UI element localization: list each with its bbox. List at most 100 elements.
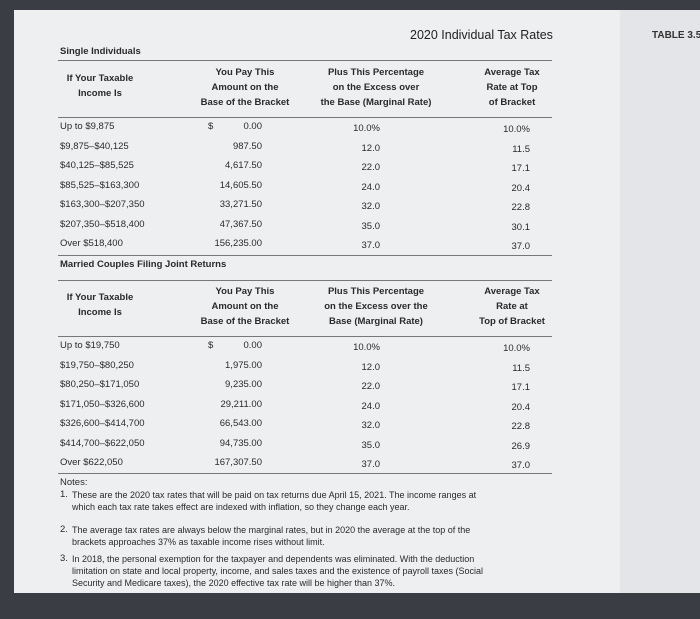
income-range: Up to $19,750	[60, 340, 120, 351]
marginal-rate: 37.0	[361, 459, 381, 470]
column-header: Base (Marginal Rate)	[329, 316, 423, 327]
column-header: on the Excess over	[332, 82, 420, 93]
average-rate: 11.5	[512, 143, 530, 155]
base-amount: 94,735.00	[219, 437, 262, 449]
column-header: If Your Taxable	[66, 73, 134, 84]
marginal-rate: 22.0	[361, 162, 381, 173]
column-header: Rate at Top	[486, 82, 538, 93]
marginal-rate: 37.0	[361, 240, 381, 251]
base-amount: 0.00	[243, 340, 263, 351]
section-title: Single Individuals	[60, 46, 141, 57]
income-range: $80,250–$171,050	[60, 379, 140, 390]
paper	[14, 10, 654, 593]
average-rate: 17.1	[511, 163, 531, 174]
income-range: $85,525–$163,300	[60, 179, 140, 191]
base-amount: 14,605.50	[219, 179, 262, 191]
currency-sign: $	[208, 340, 214, 351]
average-rate: 17.1	[511, 382, 531, 393]
rule	[58, 255, 552, 256]
base-amount: 47,367.50	[219, 218, 262, 230]
income-range: $414,700–$622,050	[60, 437, 145, 449]
marginal-rate: 10.0%	[353, 123, 380, 134]
rule	[58, 117, 552, 118]
income-range: $163,300–$207,350	[60, 199, 145, 210]
income-range: Over $622,050	[60, 457, 123, 468]
column-header: Amount on the	[211, 82, 279, 93]
marginal-rate: 12.0	[361, 361, 381, 373]
base-amount: 33,271.50	[219, 199, 262, 210]
rule	[58, 60, 552, 61]
rule	[58, 473, 552, 474]
marginal-rate: 10.0%	[353, 342, 380, 353]
rule	[58, 280, 552, 281]
rule	[58, 336, 552, 337]
notes-label: Notes:	[60, 477, 88, 488]
marginal-rate: 24.0	[361, 181, 381, 193]
income-range: $9,875–$40,125	[60, 140, 129, 152]
average-rate: 10.0%	[503, 343, 530, 354]
marginal-rate: 24.0	[361, 400, 381, 412]
marginal-rate: 32.0	[361, 201, 381, 212]
note-text: limitation on state and local property, …	[72, 566, 484, 576]
base-amount: 167,307.50	[214, 457, 262, 468]
base-amount: 0.00	[243, 121, 263, 132]
income-range: $326,600–$414,700	[60, 418, 145, 429]
average-rate: 10.0%	[503, 124, 530, 135]
base-amount: 987.50	[232, 140, 262, 152]
average-rate: 22.8	[511, 421, 531, 432]
marginal-rate: 35.0	[361, 439, 381, 451]
average-rate: 11.5	[512, 362, 530, 374]
column-header: Income Is	[78, 88, 122, 99]
average-rate: 20.4	[511, 401, 531, 413]
marginal-rate: 12.0	[361, 142, 381, 154]
base-amount: 1,975.00	[225, 359, 262, 371]
column-header: of Bracket	[488, 97, 536, 108]
note-text: The average tax rates are always below t…	[72, 525, 471, 535]
income-range: $40,125–$85,525	[60, 160, 134, 171]
note-text: which each tax rate takes effect are ind…	[72, 502, 410, 512]
note-number: 2.	[60, 524, 68, 535]
income-range: $19,750–$80,250	[60, 359, 134, 371]
average-rate: 20.4	[511, 182, 531, 194]
note-text: Security and Medicare taxes), the 2020 e…	[72, 578, 396, 588]
average-rate: 30.1	[511, 221, 531, 233]
column-header: Plus This Percentage	[327, 67, 425, 78]
note-text: In 2018, the personal exemption for the …	[72, 554, 475, 564]
column-header: You Pay This	[215, 286, 275, 297]
note-number: 1.	[60, 489, 68, 500]
base-amount: 156,235.00	[214, 238, 262, 249]
income-range: Over $518,400	[60, 238, 123, 249]
column-header: Rate at	[496, 301, 528, 312]
marginal-rate: 35.0	[361, 220, 381, 232]
column-header: on the Excess over the	[324, 301, 428, 312]
column-header: Amount on the	[211, 301, 279, 312]
column-header: the Base (Marginal Rate)	[320, 97, 432, 108]
base-amount: 66,543.00	[219, 418, 262, 429]
column-header: Base of the Bracket	[200, 316, 290, 327]
average-rate: 26.9	[511, 440, 531, 452]
average-rate: 37.0	[511, 460, 531, 471]
note-number: 3.	[60, 553, 68, 564]
column-header: Average Tax	[484, 67, 540, 78]
column-header: If Your Taxable	[66, 292, 134, 303]
base-amount: 4,617.50	[225, 160, 262, 171]
column-header: You Pay This	[215, 67, 275, 78]
column-header: Base of the Bracket	[200, 97, 290, 108]
currency-sign: $	[208, 121, 214, 132]
column-header: Top of Bracket	[479, 316, 545, 327]
column-header: Income Is	[78, 307, 122, 318]
marginal-rate: 32.0	[361, 420, 381, 431]
title: 2020 Individual Tax Rates	[410, 28, 553, 42]
column-header: Average Tax	[484, 286, 540, 297]
income-range: Up to $9,875	[60, 121, 115, 132]
section-title: Married Couples Filing Joint Returns	[60, 259, 227, 270]
base-amount: 29,211.00	[220, 398, 262, 410]
marginal-rate: 22.0	[361, 381, 381, 392]
income-range: $207,350–$518,400	[60, 218, 145, 230]
note-text: These are the 2020 tax rates that will b…	[72, 490, 477, 500]
income-range: $171,050–$326,600	[60, 398, 145, 410]
average-rate: 22.8	[511, 202, 531, 213]
table-label: TABLE 3.5	[652, 30, 700, 41]
column-header: Plus This Percentage	[327, 286, 425, 297]
